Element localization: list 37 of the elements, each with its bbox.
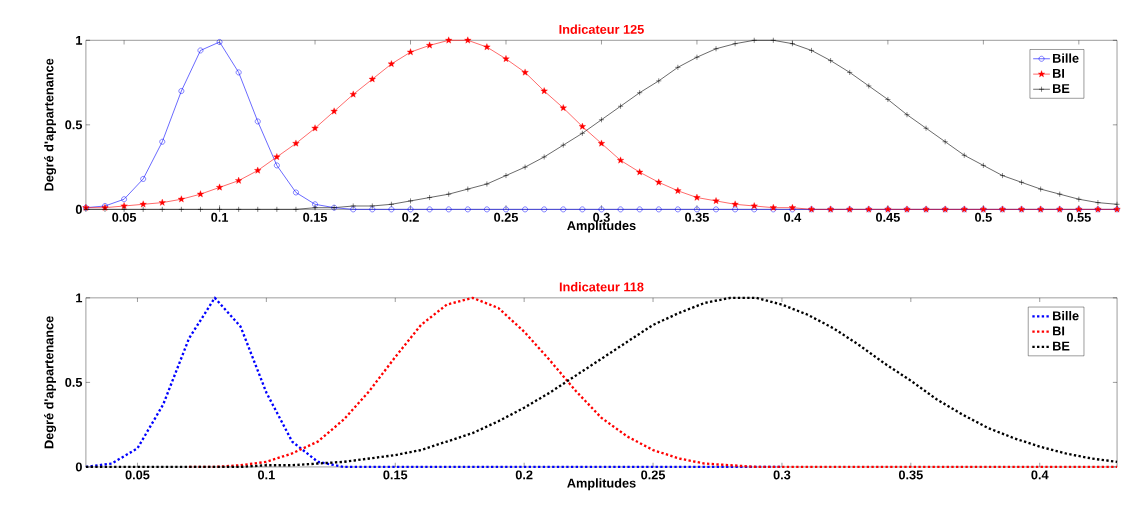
x-tick-label: 0.1 bbox=[211, 212, 229, 222]
legend-label: BE bbox=[1053, 341, 1070, 351]
y-axis-title: Degré d'appartenance bbox=[44, 316, 57, 449]
y-tick-label: 0 bbox=[75, 204, 82, 214]
y-tick-label: 0.5 bbox=[65, 377, 83, 387]
x-tick-label: 0.05 bbox=[112, 212, 137, 222]
x-tick-label: 0.2 bbox=[402, 212, 419, 222]
x-tick-label: 0.5 bbox=[975, 212, 992, 222]
x-tick-label: 0.3 bbox=[773, 470, 791, 480]
chart-title: Indicateur 125 bbox=[559, 24, 644, 34]
x-tick-label: 0.15 bbox=[303, 212, 328, 222]
y-axis-title: Degré d'appartenance bbox=[44, 58, 57, 191]
x-tick-label: 0.25 bbox=[494, 212, 519, 222]
x-tick-label: 0.3 bbox=[593, 212, 610, 222]
x-tick-label: 0.35 bbox=[685, 212, 709, 222]
x-tick-label: 0.1 bbox=[258, 470, 275, 480]
x-tick-label: 0.2 bbox=[515, 470, 533, 480]
x-tick-label: 0.05 bbox=[125, 470, 150, 480]
x-axis-title: Amplitudes bbox=[567, 478, 636, 491]
legend-label: Bille bbox=[1052, 53, 1079, 63]
x-tick-label: 0.35 bbox=[898, 470, 923, 480]
x-tick-label: 0.45 bbox=[876, 212, 900, 222]
x-tick-label: 0.25 bbox=[641, 470, 666, 480]
y-tick-label: 1 bbox=[76, 293, 83, 303]
y-tick-label: 0.5 bbox=[65, 120, 83, 130]
y-tick-label: 1 bbox=[76, 35, 83, 45]
x-tick-label: 0.4 bbox=[784, 212, 802, 222]
legend-label: BE bbox=[1052, 84, 1070, 93]
legend-label: BI bbox=[1052, 68, 1065, 78]
legend-label: BI bbox=[1053, 326, 1065, 336]
y-tick-label: 0 bbox=[75, 462, 82, 472]
x-tick-label: 0.55 bbox=[1066, 212, 1091, 222]
x-tick-label: 0.15 bbox=[383, 470, 408, 480]
x-axis-title: Amplitudes bbox=[567, 220, 636, 233]
legend-label: Bille bbox=[1053, 310, 1079, 321]
chart-title: Indicateur 118 bbox=[559, 282, 644, 292]
x-tick-label: 0.4 bbox=[1031, 470, 1049, 480]
